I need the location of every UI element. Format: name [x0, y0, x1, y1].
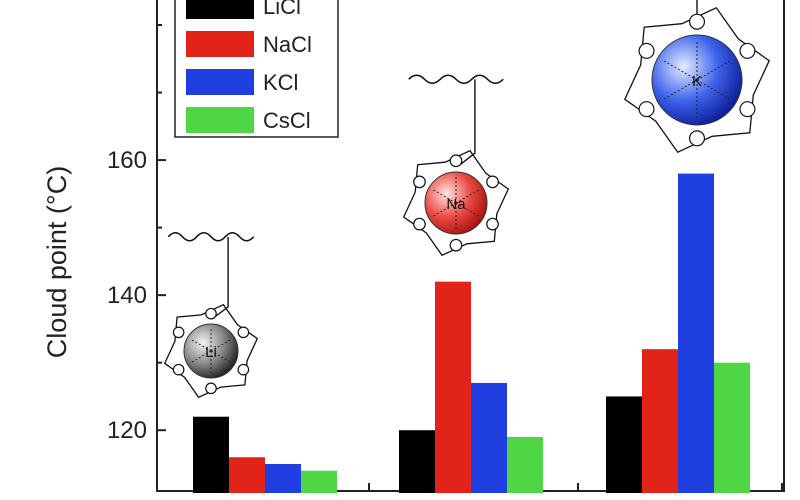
oxygen-atom [638, 101, 655, 118]
ion-label-k: K [692, 73, 702, 90]
crown-ether-li: Li [163, 231, 259, 399]
coordination-bond [432, 189, 457, 204]
y-tick-label: 140 [107, 282, 147, 309]
bar-cscl-2 [507, 436, 543, 493]
bar-nacl-3 [642, 349, 678, 493]
bar-licl-3 [606, 396, 642, 493]
linker [460, 79, 476, 165]
oxygen-atom [688, 130, 706, 147]
legend: LiCl NaCl KCl CsCl [174, 0, 339, 138]
legend-label-nacl: NaCl [263, 32, 312, 57]
oxygen-atom [739, 42, 756, 59]
polymer-chain [408, 74, 504, 85]
coordination-bond [455, 202, 480, 217]
bar-kcl-2 [471, 382, 507, 493]
oxygen-atom [739, 101, 756, 118]
crown-ring [623, 6, 771, 154]
oxygen-atom [688, 13, 706, 30]
bar-kcl-1 [265, 463, 301, 493]
legend-label-kcl: KCl [263, 70, 298, 95]
oxygen-atom [205, 307, 217, 320]
crown-ether-k: K [623, 0, 771, 154]
y-tick-label: 120 [107, 417, 147, 444]
legend-swatch-nacl [186, 31, 254, 57]
oxygen-atom [237, 326, 250, 339]
oxygen-atom [205, 382, 217, 395]
y-axis-label: Cloud point (°C) [42, 166, 72, 358]
oxygen-atom [638, 42, 655, 59]
linker [215, 236, 229, 317]
ion-label-li: Li [205, 344, 217, 361]
oxygen-atom [449, 154, 463, 168]
legend-label-cscl: CsCl [263, 108, 311, 133]
crown-ether-illustrations: Li Na K [163, 0, 771, 399]
bar-licl-2 [399, 430, 435, 493]
coordination-bond [432, 202, 457, 217]
y-tick-label: 160 [107, 147, 147, 174]
oxygen-atom [413, 175, 426, 189]
bar-cscl-1 [301, 470, 337, 493]
bar-cscl-3 [714, 362, 750, 493]
oxygen-atom [172, 363, 185, 376]
bar-nacl-2 [435, 281, 471, 493]
bar-kcl-3 [678, 173, 714, 493]
legend-swatch-cscl [186, 107, 254, 133]
oxygen-atom [486, 217, 499, 231]
ion-label-na: Na [446, 196, 466, 213]
oxygen-atom [486, 175, 499, 189]
legend-label-licl: LiCl [263, 0, 301, 19]
polymer-chain [167, 231, 255, 242]
coordination-bond [455, 189, 480, 204]
y-axis-ticks: 120 140 160 [107, 24, 166, 444]
crown-ring [163, 303, 259, 399]
bar-nacl-1 [229, 457, 265, 493]
crown-ether-na: Na [402, 74, 510, 257]
oxygen-atom [237, 363, 250, 376]
crown-ring [402, 149, 510, 257]
oxygen-atom [413, 217, 426, 231]
oxygen-atom [449, 238, 463, 252]
bar-licl-1 [193, 416, 229, 493]
legend-swatch-kcl [186, 69, 254, 95]
legend-swatch-licl [186, 0, 254, 19]
bar-group [193, 173, 750, 493]
oxygen-atom [172, 326, 185, 339]
